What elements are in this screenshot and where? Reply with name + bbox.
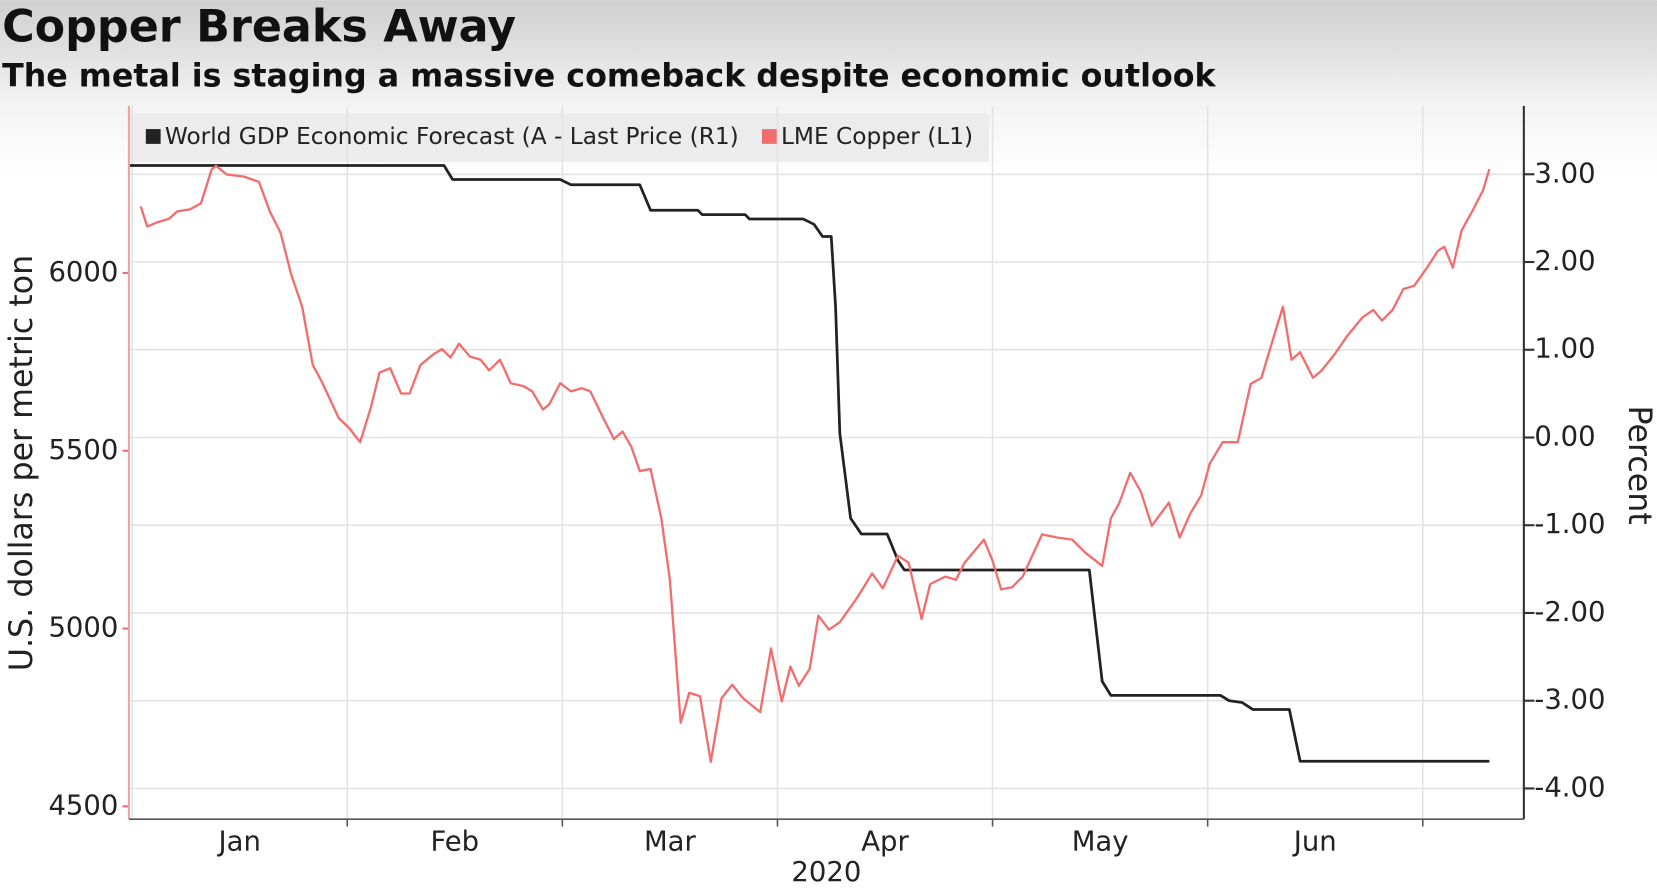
y2-tick-label: -4.00 [1534, 772, 1605, 803]
legend-label: World GDP Economic Forecast (A - Last Pr… [165, 123, 739, 150]
x-tick-label: Apr [861, 826, 909, 857]
y2-tick-label: -3.00 [1534, 685, 1605, 716]
x-tick-label: Feb [430, 826, 479, 857]
y2-axis-label: Percent [1621, 406, 1657, 525]
y2-tick-label: 1.00 [1534, 334, 1595, 365]
x-tick-label: Jan [217, 826, 261, 857]
legend-swatch [761, 129, 777, 144]
legend-swatch [145, 129, 161, 144]
x-tick-label: Mar [644, 826, 697, 857]
y2-tick-label: -2.00 [1534, 597, 1605, 628]
legend-label: LME Copper (L1) [781, 123, 973, 150]
x-tick-label: Jun [1292, 826, 1337, 857]
y2-tick-label: 0.00 [1534, 421, 1595, 452]
legend [128, 113, 990, 162]
y-axis-label: U.S. dollars per metric ton [4, 255, 40, 671]
y2-tick-label: 3.00 [1534, 158, 1595, 189]
chart-subtitle: The metal is staging a massive comeback … [2, 58, 1216, 94]
y2-tick-label: 2.00 [1534, 246, 1595, 277]
series-line [139, 164, 1491, 764]
x-axis-label: 2020 [791, 857, 861, 888]
y-tick-label: 6000 [48, 257, 118, 288]
y-tick-label: 5500 [48, 435, 118, 466]
y-tick-label: 5000 [48, 613, 118, 644]
y2-tick-label: -1.00 [1534, 509, 1605, 540]
chart-title: Copper Breaks Away [2, 2, 516, 53]
y-tick-label: 4500 [48, 790, 118, 821]
x-tick-label: May [1072, 826, 1129, 857]
series-line [129, 164, 1490, 763]
